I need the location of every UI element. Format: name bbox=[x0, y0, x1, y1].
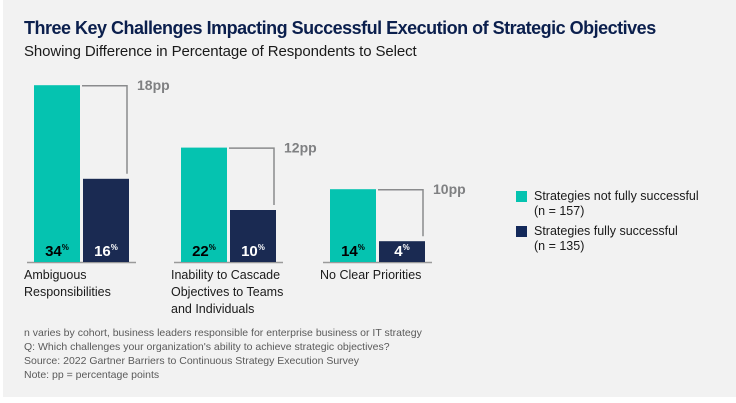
category-label-line: Inability to Cascade bbox=[171, 268, 281, 282]
category-label-line: and Individuals bbox=[171, 302, 255, 316]
footnote-source: Source: 2022 Gartner Barriers to Continu… bbox=[24, 355, 360, 367]
category-label-line: Responsibilities bbox=[24, 285, 111, 299]
chart-subtitle: Showing Difference in Percentage of Resp… bbox=[24, 43, 417, 60]
legend: Strategies not fully successful (n = 157… bbox=[516, 189, 699, 259]
bar-value-label: 4% bbox=[394, 243, 409, 260]
legend-label: Strategies fully successful bbox=[534, 224, 678, 238]
bar-not-fully-successful bbox=[330, 189, 376, 262]
bar-fully-successful bbox=[379, 241, 425, 262]
bar-value-label: 22% bbox=[192, 243, 216, 260]
category-label: Inability to Cascade Objectives to Teams a… bbox=[171, 267, 283, 318]
bar-fully-successful bbox=[83, 178, 129, 262]
bar-fully-successful bbox=[230, 210, 276, 262]
legend-sample-size: (n = 157) bbox=[534, 204, 585, 218]
legend-swatch-navy bbox=[516, 226, 527, 237]
bar-value-label: 16% bbox=[94, 243, 118, 260]
difference-label: 12pp bbox=[284, 140, 317, 156]
category-label-line: Ambiguous bbox=[24, 268, 87, 282]
bar-value-label: 14% bbox=[341, 243, 365, 260]
footnote-question: Q: Which challenges your organization's … bbox=[24, 341, 390, 353]
difference-label: 18pp bbox=[137, 77, 170, 93]
footnotes: n varies by cohort, business leaders res… bbox=[24, 326, 422, 382]
difference-bracket bbox=[378, 188, 424, 237]
legend-sample-size: (n = 135) bbox=[534, 239, 585, 253]
footnote-sample: n varies by cohort, business leaders res… bbox=[24, 327, 422, 339]
category-label-line: No Clear Priorities bbox=[320, 268, 422, 282]
difference-bracket bbox=[82, 84, 128, 174]
category-label: Ambiguous Responsibilities bbox=[24, 267, 111, 301]
category-label: No Clear Priorities bbox=[320, 267, 421, 284]
footnote-note: Note: pp = percentage points bbox=[24, 369, 160, 381]
legend-item-fully-successful: Strategies fully successful (n = 135) bbox=[516, 224, 699, 254]
legend-label: Strategies not fully successful bbox=[534, 189, 699, 203]
chart-title: Three Key Challenges Impacting Successfu… bbox=[24, 18, 656, 38]
legend-swatch-teal bbox=[516, 191, 527, 202]
difference-label: 10pp bbox=[433, 181, 466, 197]
legend-item-not-fully-successful: Strategies not fully successful (n = 157… bbox=[516, 189, 699, 219]
category-label-line: Objectives to Teams bbox=[171, 285, 284, 299]
difference-bracket bbox=[229, 147, 275, 205]
bar-not-fully-successful bbox=[181, 147, 227, 262]
bar-value-label: 10% bbox=[241, 243, 265, 260]
bar-value-label: 34% bbox=[45, 243, 69, 260]
bar-not-fully-successful bbox=[34, 85, 80, 262]
